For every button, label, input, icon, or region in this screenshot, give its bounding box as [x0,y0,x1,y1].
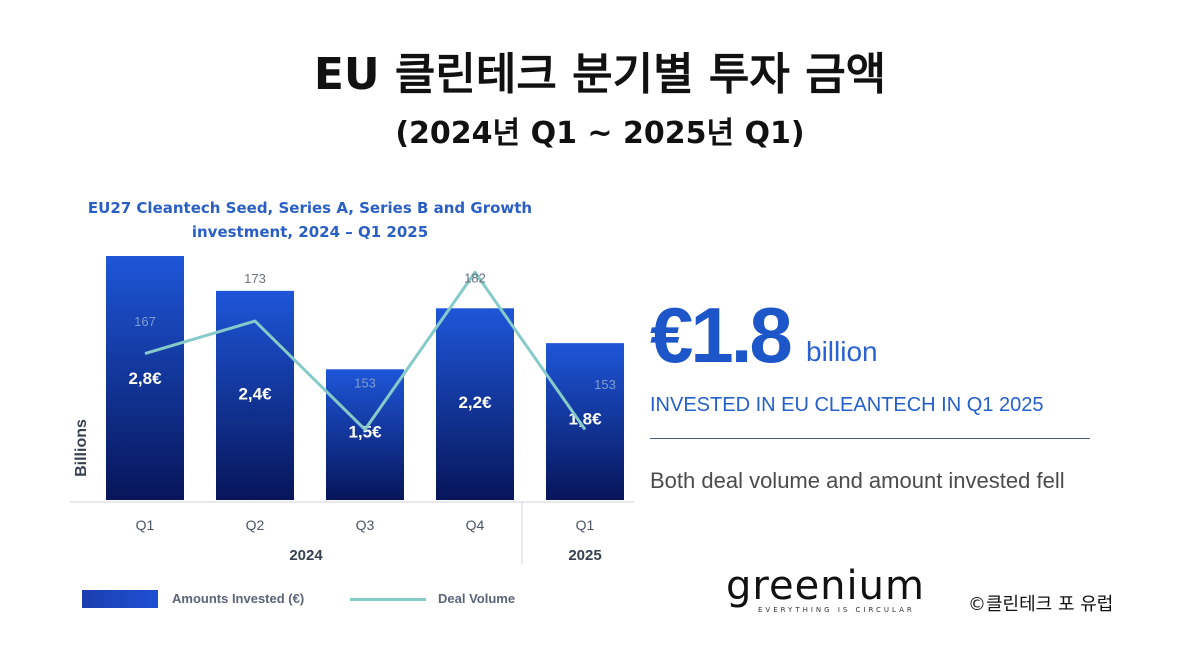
headline-caption: INVESTED IN EU CLEANTECH IN Q1 2025 [650,394,1044,416]
legend-label-deal-volume: Deal Volume [438,591,516,606]
deal-volume-label-5: 153 [594,377,616,392]
headline-value: €1.8 [650,291,793,379]
deal-volume-label-1: 167 [134,314,156,329]
chart-title-line-2: investment, 2024 – Q1 2025 [191,223,429,241]
legend-label-amounts: Amounts Invested (€) [172,591,305,606]
bar-value-label-4: 2,2€ [458,393,492,412]
x-tick-label-4: Q4 [466,517,485,533]
greenium-logo: greenium EVERYTHING IS CIRCULAR [726,566,926,616]
x-tick-label-2: Q2 [246,517,265,533]
investment-chart: 2,8€ 2,4€ 1,5€ 2,2€ 1,8€ 167 173 153 182 153 Q1 Q… [70,256,634,564]
y-axis-label: Billions [73,419,90,477]
page-title: EU 클린테크 분기별 투자 금액 [313,49,887,100]
bar-value-label-3: 1,5€ [348,422,382,441]
bar-5 [546,343,624,500]
page-subtitle: (2024년 Q1 ~ 2025년 Q1) [395,116,805,151]
chart-title-line-1: EU27 Cleantech Seed, Series A, Series B … [87,199,533,217]
bar-1 [106,256,184,500]
x-group-label-2024: 2024 [289,547,323,564]
bar-4 [436,308,514,500]
divider [650,438,1090,439]
headline-unit: billion [806,336,878,367]
deal-volume-label-3: 153 [354,375,376,390]
summary-text: Both deal volume and amount invested fel… [650,468,1065,493]
bar-2 [216,290,294,500]
logo-wordmark: greenium [726,563,925,609]
bar-value-label-2: 2,4€ [238,385,272,404]
deal-volume-label-2: 173 [244,271,266,286]
bar-value-label-1: 2,8€ [128,369,162,388]
credit-text: ©클린테크 포 유럽 [968,594,1114,615]
legend-swatch-deal-volume [350,598,426,601]
x-tick-label-3: Q3 [356,517,375,533]
x-group-label-2025: 2025 [568,547,601,564]
x-tick-label-5: Q1 [576,517,595,533]
x-tick-label-1: Q1 [136,517,155,533]
legend-swatch-amounts [82,590,158,608]
logo-tagline: EVERYTHING IS CIRCULAR [758,606,915,614]
deal-volume-label-4: 182 [464,270,486,285]
bar-value-label-5: 1,8€ [568,410,602,429]
chart-title: EU27 Cleantech Seed, Series A, Series B … [60,196,560,244]
